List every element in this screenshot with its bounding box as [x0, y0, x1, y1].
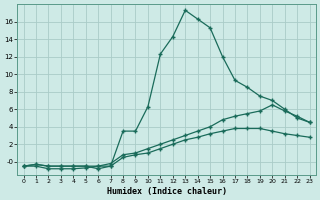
X-axis label: Humidex (Indice chaleur): Humidex (Indice chaleur)	[107, 187, 227, 196]
